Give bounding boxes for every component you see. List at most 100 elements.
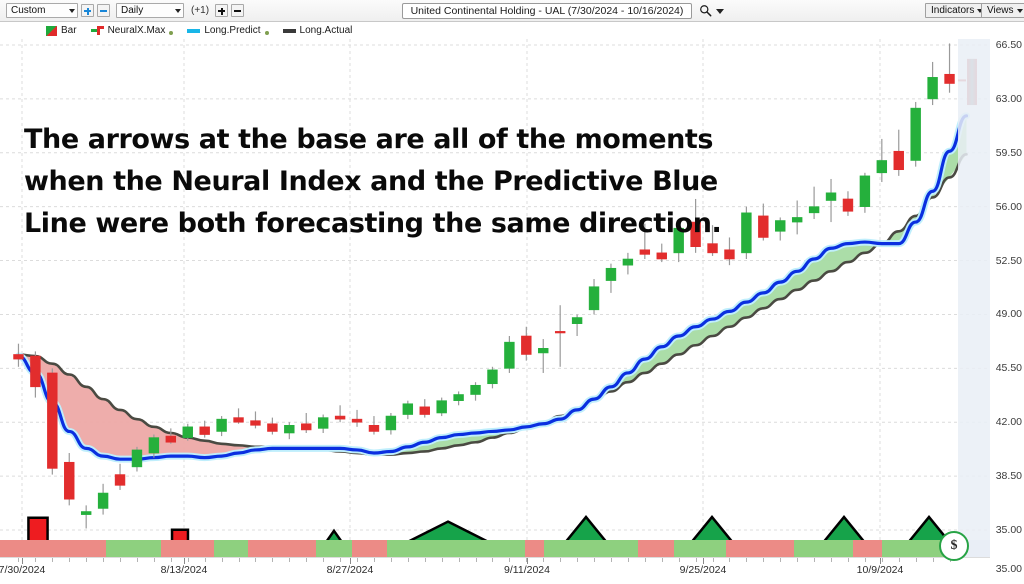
range-select[interactable]: Custom <box>6 3 78 18</box>
date-axis-major-tick <box>527 558 528 564</box>
date-axis-tick <box>814 558 815 562</box>
prediction-band <box>18 115 967 460</box>
date-axis-tick <box>713 558 714 562</box>
date-axis-tick <box>52 558 53 562</box>
date-axis-tick <box>916 558 917 562</box>
date-axis-label: 9/25/2024 <box>679 564 727 576</box>
date-axis-tick <box>628 558 629 562</box>
price-axis-tick: 45.50 <box>995 362 1022 375</box>
future-region-shade <box>958 39 990 540</box>
dollar-icon: $ <box>950 538 958 553</box>
legend-item-bar[interactable]: Bar <box>46 25 77 36</box>
date-axis-tick <box>526 558 527 562</box>
neural-index-segment-up[interactable] <box>106 540 161 557</box>
range-select-value: Custom <box>11 5 46 16</box>
date-axis-label: 7/30/2024 <box>0 564 46 576</box>
date-axis-major-tick <box>703 558 704 564</box>
offset-note: (+1) <box>191 5 210 16</box>
neural-index-segment-down[interactable] <box>352 540 387 557</box>
long-predict-line <box>16 114 969 461</box>
neural-index-segment-down[interactable] <box>248 540 316 557</box>
offset-minus-button[interactable] <box>231 4 245 17</box>
date-axis-major-tick <box>22 558 23 564</box>
date-axis-major-tick <box>880 558 881 564</box>
neural-index-segment-up[interactable] <box>794 540 853 557</box>
legend-item-neuralx-max[interactable]: NeuralX.Max <box>90 25 174 36</box>
neural-index-segment-down[interactable] <box>0 540 106 557</box>
axis-last-label: 35.00 <box>995 563 1022 575</box>
date-axis-tick <box>154 558 155 562</box>
bar-swatch-icon <box>46 25 57 36</box>
price-chart[interactable]: The arrows at the base are all of the mo… <box>0 39 1024 540</box>
date-axis-tick <box>18 558 19 562</box>
date-axis-tick <box>323 558 324 562</box>
date-axis-tick <box>899 558 900 562</box>
date-axis[interactable]: 7/30/2024 8/13/2024 8/27/2024 9/11/2024 9/25… <box>0 557 1024 584</box>
indicators-button[interactable]: Indicators <box>925 3 988 18</box>
neural-index-segment-up[interactable] <box>316 540 352 557</box>
neural-index-segment-down[interactable] <box>726 540 794 557</box>
neural-index-strip[interactable] <box>0 540 990 557</box>
range-minus-button[interactable] <box>97 4 110 17</box>
price-axis[interactable]: 66.50 63.00 59.50 56.00 52.50 49.00 45.50 42.00… <box>990 39 1024 540</box>
date-axis-tick <box>289 558 290 562</box>
neural-index-segment-up[interactable] <box>387 540 525 557</box>
date-axis-tick <box>137 558 138 562</box>
date-axis-tick <box>86 558 87 562</box>
price-axis-tick: 38.50 <box>995 470 1022 483</box>
neural-index-segment-down[interactable] <box>161 540 214 557</box>
neural-index-segment-down[interactable] <box>638 540 674 557</box>
offset-plus-button[interactable] <box>215 4 229 17</box>
line-swatch-icon <box>282 28 296 33</box>
date-axis-tick <box>594 558 595 562</box>
price-axis-tick: 35.00 <box>995 524 1022 536</box>
date-axis-tick <box>340 558 341 562</box>
price-axis-tick: 56.00 <box>995 200 1022 213</box>
chevron-down-icon <box>175 8 181 13</box>
date-axis-tick <box>442 558 443 562</box>
date-axis-tick <box>543 558 544 562</box>
chevron-down-icon <box>69 8 75 13</box>
legend-label: Long.Actual <box>299 25 353 36</box>
price-axis-tick: 49.00 <box>995 308 1022 321</box>
indicators-label: Indicators <box>931 5 975 16</box>
date-axis-label: 9/11/2024 <box>504 564 550 576</box>
legend-label: NeuralX.Max <box>107 25 166 36</box>
neural-index-segment-down[interactable] <box>525 540 544 557</box>
annotation-line-1: The arrows at the base are all of the mo… <box>24 124 714 155</box>
views-button[interactable]: Views <box>981 3 1024 18</box>
price-axis-tick: 42.00 <box>995 416 1022 429</box>
range-plus-button[interactable] <box>81 4 94 17</box>
date-axis-tick <box>120 558 121 562</box>
date-axis-tick <box>205 558 206 562</box>
date-axis-major-tick <box>184 558 185 564</box>
neural-index-segment-up[interactable] <box>674 540 726 557</box>
date-axis-tick <box>865 558 866 562</box>
date-axis-tick <box>560 558 561 562</box>
date-axis-tick <box>831 558 832 562</box>
date-axis-tick <box>679 558 680 562</box>
period-select-value: Daily <box>121 5 144 16</box>
annotation-line-2: when the Neural Index and the Predictive… <box>24 166 718 197</box>
legend-dot-icon[interactable] <box>264 31 269 35</box>
neural-index-segment-up[interactable] <box>214 540 248 557</box>
period-select[interactable]: Daily <box>116 3 184 18</box>
annotation-line-3: Line were both forecasting the same dire… <box>24 208 722 239</box>
price-axis-tick: 63.00 <box>995 92 1022 105</box>
neural-index-segment-down[interactable] <box>853 540 882 557</box>
search-icon[interactable] <box>699 4 712 17</box>
legend-label: Long.Predict <box>204 25 261 36</box>
legend-dot-icon[interactable] <box>169 31 174 35</box>
chevron-down-icon <box>1016 8 1023 13</box>
symbol-input[interactable]: United Continental Holding - UAL (7/30/2… <box>402 3 692 19</box>
date-axis-tick <box>611 558 612 562</box>
date-axis-label: 8/27/2024 <box>326 564 374 576</box>
date-axis-tick <box>882 558 883 562</box>
legend-item-long-actual[interactable]: Long.Actual <box>282 25 353 36</box>
date-axis-tick <box>357 558 358 562</box>
neural-index-segment-up[interactable] <box>544 540 638 557</box>
legend-item-long-predict[interactable]: Long.Predict <box>187 25 269 36</box>
line-swatch-icon <box>187 28 201 33</box>
chevron-down-icon[interactable] <box>716 9 724 14</box>
price-axis-tick: 59.50 <box>995 146 1022 159</box>
